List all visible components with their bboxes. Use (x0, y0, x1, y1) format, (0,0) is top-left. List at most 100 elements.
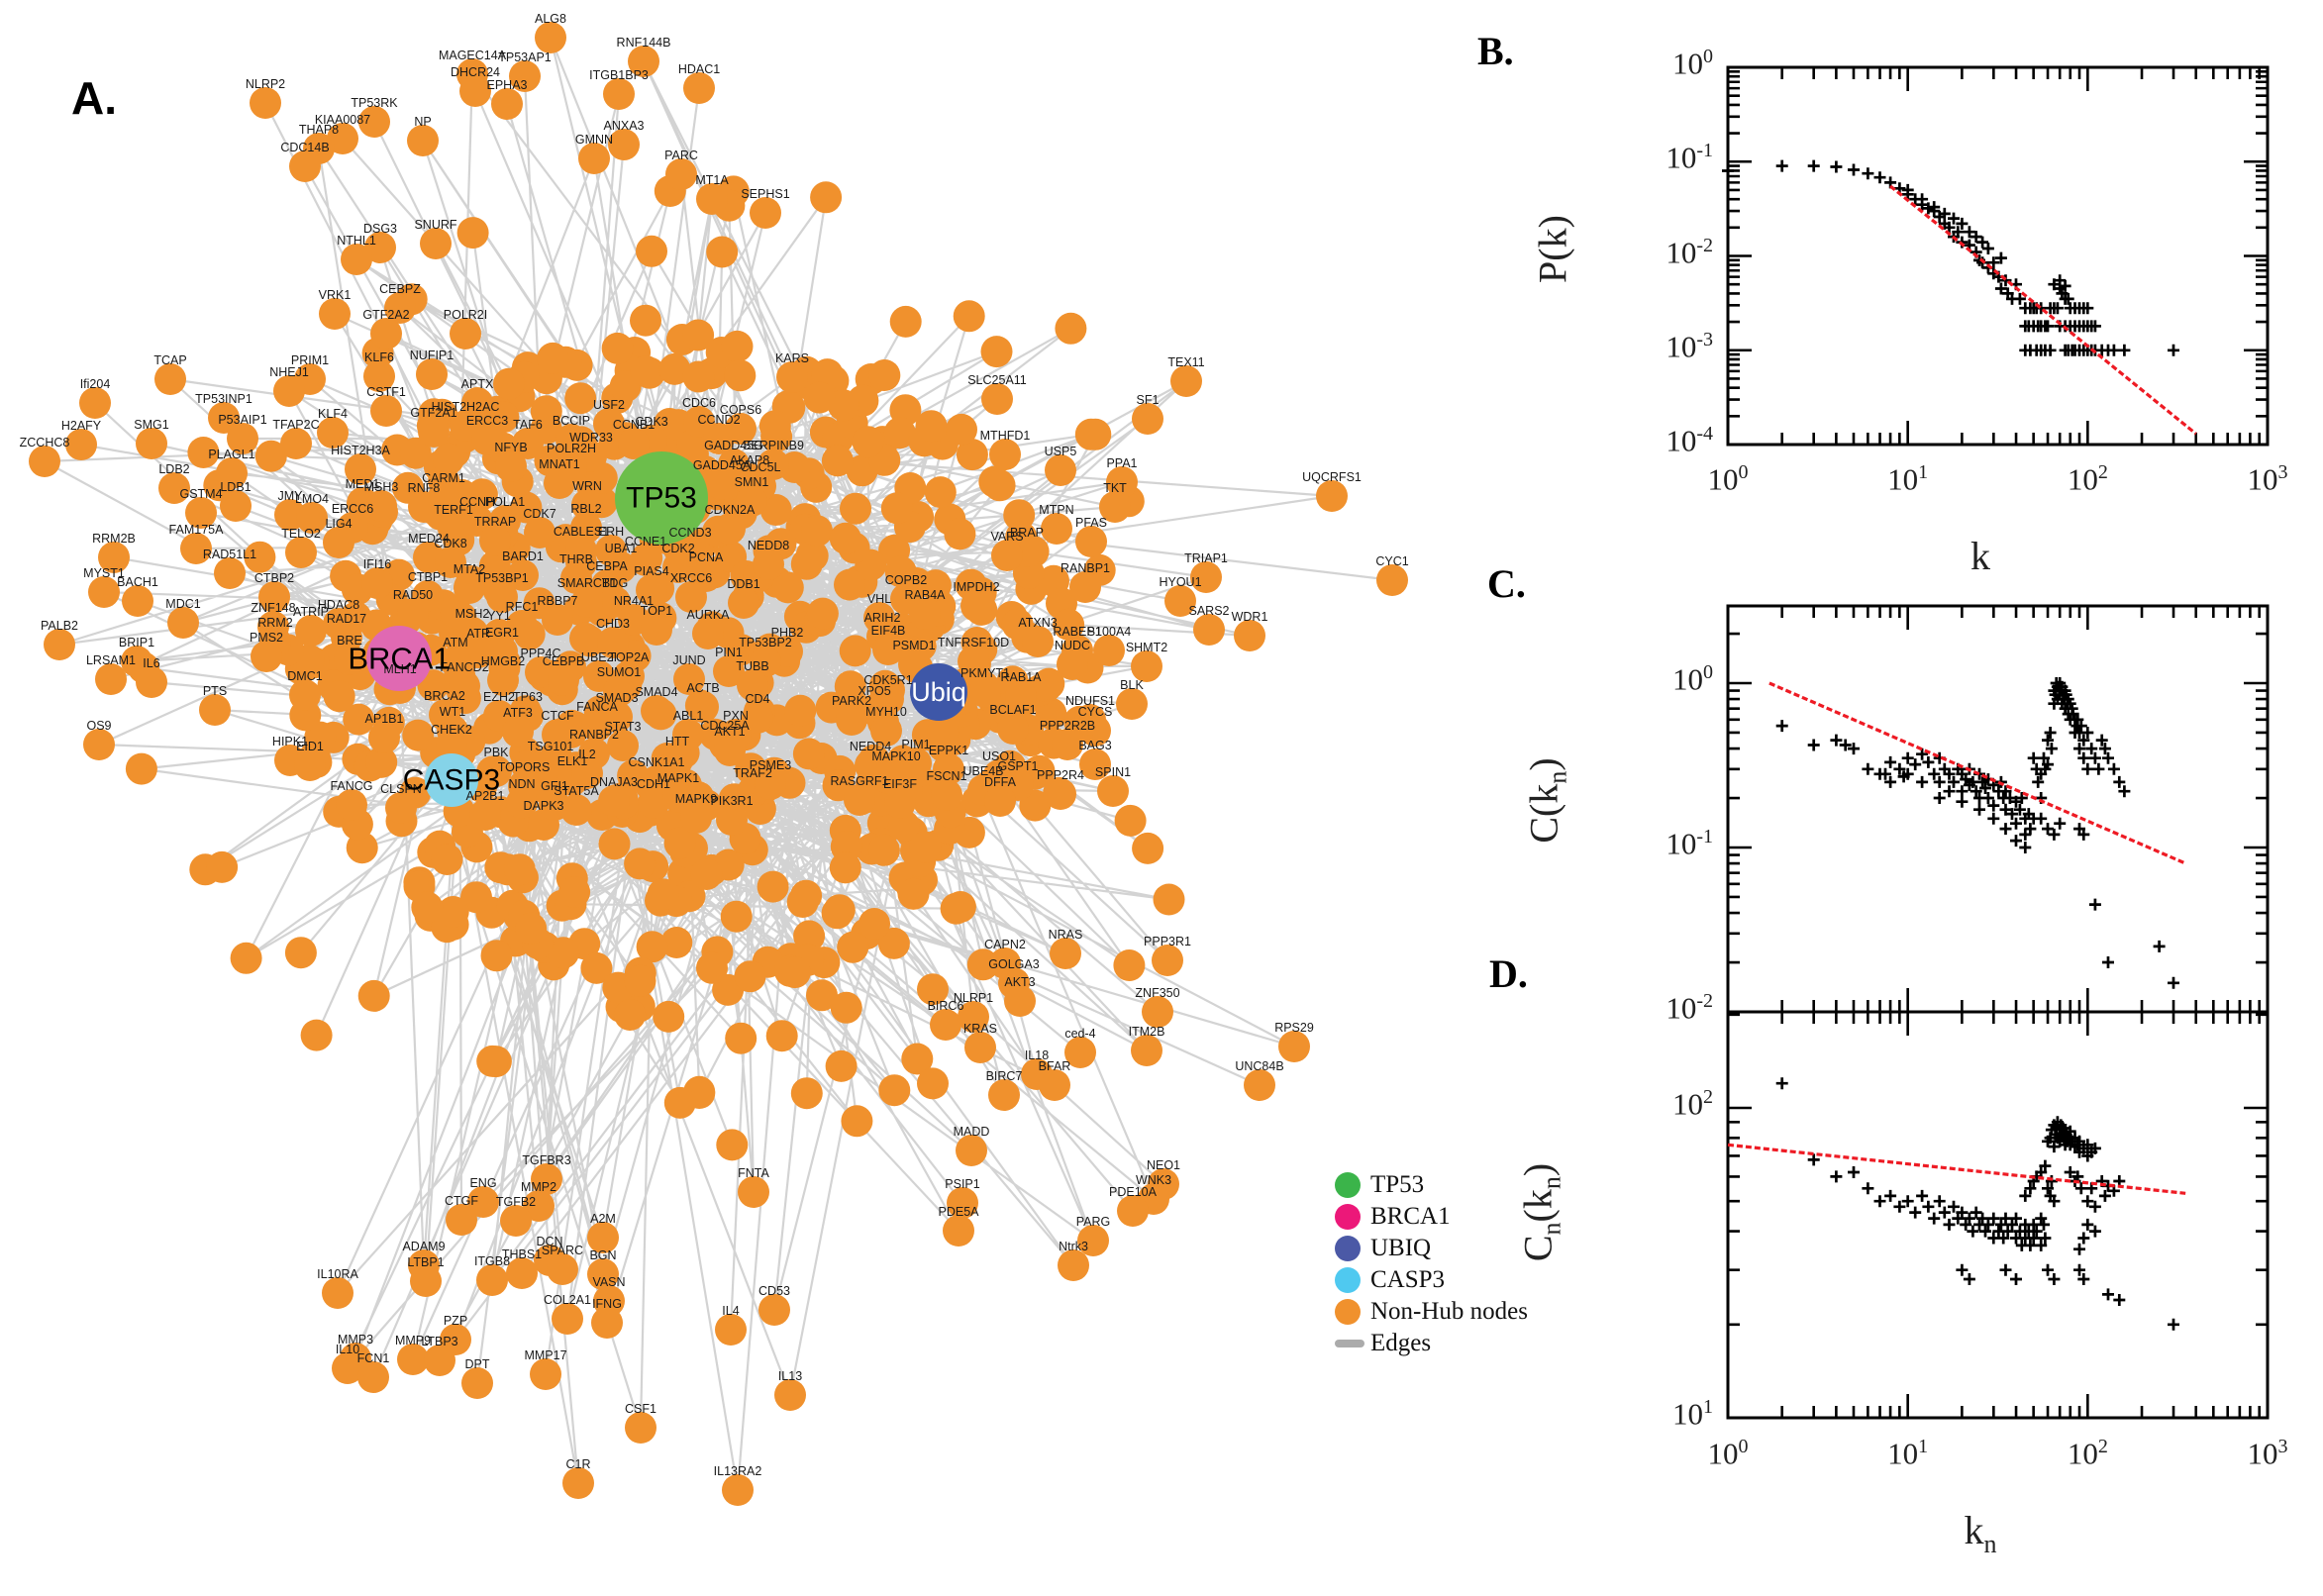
node-label: CYCS (1078, 705, 1113, 719)
network-node (251, 641, 282, 672)
node-label: PPP3R1 (1144, 935, 1191, 948)
node-label: TERF1 (434, 503, 473, 517)
network-node (44, 629, 75, 660)
network-node (480, 755, 512, 787)
y-tick-label-D: 101 (1672, 1396, 1713, 1432)
network-node (608, 129, 640, 160)
node-label: BIRC6 (928, 999, 964, 1013)
node-label: PALB2 (41, 619, 78, 633)
node-label: H2AFY (61, 419, 102, 433)
network-node (560, 562, 592, 594)
network-node (834, 568, 865, 601)
network-node (607, 730, 639, 761)
node-label: WT1 (440, 705, 465, 719)
network-node (564, 382, 597, 415)
network-node (793, 920, 826, 952)
node-label: FANCD2 (440, 660, 488, 674)
network-node (122, 585, 153, 617)
network-node (1117, 1195, 1149, 1227)
network-node (1004, 985, 1036, 1017)
network-node (839, 635, 871, 667)
network-node (1099, 491, 1131, 523)
network-node (493, 367, 525, 400)
network-node (537, 342, 569, 374)
node-label: NP (414, 115, 431, 129)
network-node (956, 439, 988, 471)
node-label: UBE2I (581, 650, 617, 664)
node-label: GTF2A1 (410, 406, 456, 420)
x-tick-label-D: 103 (2247, 1436, 2288, 1471)
network-node (909, 598, 941, 630)
network-node (1005, 680, 1037, 712)
network-node (216, 457, 248, 489)
network-node (1079, 748, 1111, 780)
network-node (437, 896, 469, 928)
legend-item-nonhub: Non-Hub nodes (1335, 1296, 1528, 1328)
network-node (29, 446, 60, 477)
network-node (680, 802, 712, 834)
network-node (416, 358, 448, 390)
network-node (300, 1019, 333, 1051)
node-label: THAP8 (299, 123, 339, 137)
network-node (515, 912, 548, 945)
network-node (542, 719, 573, 750)
node-label: PCNA (689, 550, 724, 564)
network-node (810, 181, 843, 214)
node-label: CDC25A (700, 719, 750, 733)
node-label: ERCC6 (332, 502, 373, 516)
network-node (560, 794, 592, 826)
node-label: TKT (1103, 481, 1127, 495)
node-label: RNF144B (617, 36, 671, 50)
node-label: MMP2 (521, 1180, 556, 1194)
legend-label: CASP3 (1370, 1266, 1446, 1293)
node-label: GSPT1 (998, 759, 1039, 773)
network-node (1022, 626, 1054, 657)
network-node (542, 604, 573, 636)
y-axis-title-C: C(kn) (1521, 757, 1572, 844)
node-label: GOLGA3 (988, 957, 1039, 971)
network-node (901, 1043, 934, 1075)
nonhub-swatch-icon (1335, 1299, 1361, 1325)
node-label: ITGB8 (474, 1254, 510, 1268)
node-label: IL2 (578, 748, 595, 761)
network-node (449, 670, 480, 702)
network-node (319, 298, 351, 330)
network-node (663, 827, 696, 859)
node-label: HIST2H3A (331, 444, 390, 457)
node-label: PSMD1 (892, 639, 935, 652)
network-node (981, 383, 1013, 415)
network-node (1142, 996, 1173, 1028)
node-label: ELK1 (557, 754, 588, 768)
hub-label-brca1: BRCA1 (348, 642, 450, 676)
network-node (487, 664, 519, 696)
node-label: NUDC (1055, 639, 1090, 652)
network-node (322, 1277, 354, 1309)
network-node (1114, 804, 1147, 837)
node-label: CD53 (758, 1284, 790, 1298)
node-label: AURKA (686, 608, 730, 622)
node-label: SMARCB1 (557, 576, 617, 590)
node-label: CCND3 (668, 526, 711, 540)
node-label: ITM2B (1129, 1025, 1165, 1039)
node-label: ALG8 (535, 12, 566, 26)
network-node (660, 927, 693, 958)
network-node (363, 360, 395, 392)
network-node (598, 785, 630, 817)
node-label: COPB2 (885, 573, 927, 587)
node-label: ABL1 (673, 709, 704, 723)
node-label: BIRC7 (986, 1069, 1023, 1083)
node-label: IL18 (1025, 1048, 1049, 1062)
network-node (713, 655, 745, 687)
node-label: SMN1 (735, 475, 769, 489)
node-label: PLAGL1 (208, 448, 254, 461)
network-node (408, 491, 440, 523)
axis-ticks-C (1728, 606, 2268, 1012)
network-node (840, 492, 871, 525)
network-node (1077, 1225, 1109, 1256)
network-node (742, 702, 773, 734)
node-label: Ifi204 (80, 377, 111, 391)
node-label: KLF6 (364, 350, 394, 364)
network-node (220, 490, 252, 522)
network-node (601, 332, 634, 364)
node-label: CDK8 (434, 537, 466, 550)
